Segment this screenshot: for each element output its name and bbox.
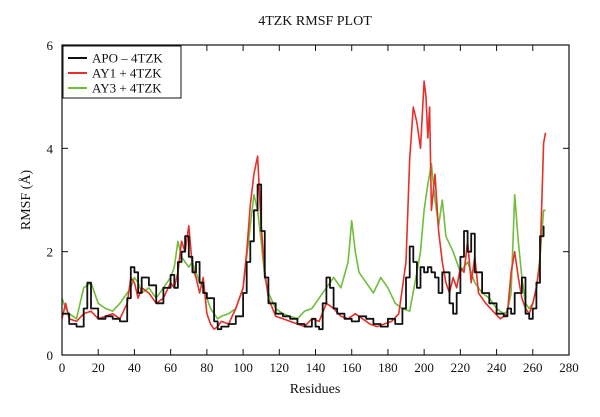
y-axis-label: RMSF (Å) [18,170,34,231]
x-tick-label: 280 [559,360,579,375]
x-tick-label: 240 [487,360,507,375]
series-line-2 [61,163,546,320]
legend-label-2: AY3 + 4TZK [92,81,162,96]
series-line-0 [62,183,545,331]
legend-label-1: AY1 + 4TZK [92,66,162,81]
x-tick-label: 0 [59,360,66,375]
x-tick-label: 180 [378,360,398,375]
legend-label-0: APO – 4TZK [92,51,163,66]
x-axis-label: Residues [290,382,341,397]
x-tick-label: 100 [233,360,253,375]
ticks-layer: 0 20 40 60 80 100 120 140 160 180 200 220 240 260 280 0… [47,38,579,375]
x-tick-label: 140 [306,360,326,375]
y-tick-label: 2 [47,245,54,260]
x-tick-label: 60 [164,360,177,375]
x-tick-label: 160 [342,360,362,375]
series-line-1 [61,80,547,330]
chart-title: 4TZK RMSF PLOT [258,14,372,29]
x-tick-label: 120 [270,360,290,375]
y-tick-label: 0 [47,348,54,363]
x-tick-label: 80 [200,360,213,375]
x-tick-label: 200 [414,360,434,375]
x-tick-label: 220 [451,360,471,375]
x-tick-label: 40 [128,360,141,375]
y-tick-label: 6 [47,38,54,53]
y-tick-label: 4 [47,141,54,156]
series-layer [61,80,547,331]
x-tick-label: 20 [92,360,105,375]
x-tick-label: 260 [523,360,543,375]
